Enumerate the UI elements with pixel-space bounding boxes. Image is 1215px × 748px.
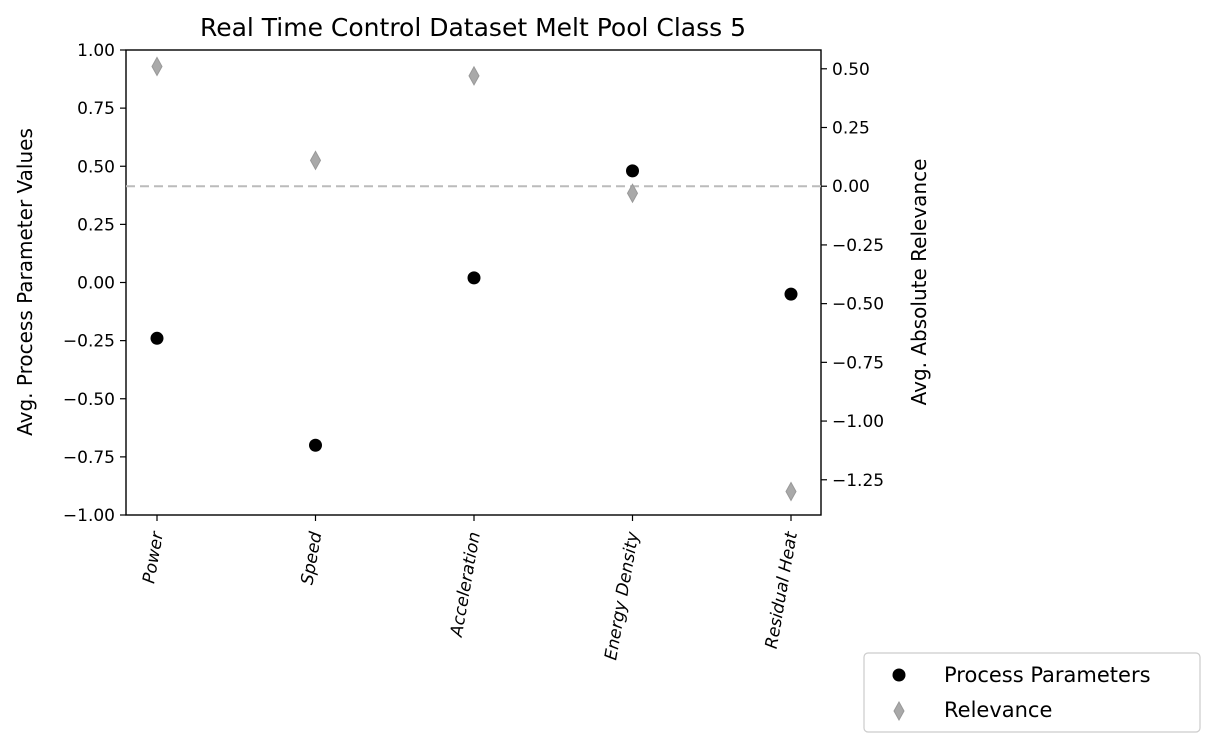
x-tick-label-residual-heat: Residual Heat	[762, 529, 802, 650]
legend-marker-process-parameters	[892, 668, 906, 682]
relevance-point-power	[151, 56, 163, 77]
relevance-point-acceleration	[468, 65, 480, 86]
y-left-tick-label: −0.50	[63, 390, 115, 410]
y-left-tick-label: 0.75	[77, 99, 115, 119]
x-tick-label-power: Power	[139, 529, 168, 585]
y-left-tick-label: 1.00	[77, 41, 115, 61]
process-parameter-point-speed	[309, 438, 322, 452]
y-left-tick-label: 0.00	[77, 274, 115, 294]
y-left-tick-label: 0.50	[77, 157, 115, 177]
relevance-point-residual-heat	[785, 481, 797, 502]
y-left-tick-label: 0.25	[77, 215, 115, 235]
relevance-point-speed	[309, 150, 322, 171]
y-right-tick-label: 0.25	[832, 119, 870, 139]
relevance-point-energy-density	[626, 183, 639, 204]
legend-label-process-parameters: Process Parameters	[944, 663, 1151, 687]
x-tick-label-acceleration: Acceleration	[447, 530, 485, 639]
legend-marker-relevance	[893, 700, 905, 722]
y-axis-right-label: Avg. Absolute Relevance	[907, 159, 931, 406]
x-tick-label-speed: Speed	[297, 530, 326, 586]
y-right-tick-label: −0.75	[832, 353, 884, 373]
legend-box	[863, 652, 1201, 733]
y-left-tick-label: −0.75	[63, 448, 115, 468]
y-right-tick-label: −1.00	[832, 412, 884, 432]
legend: Process Parameters Relevance	[863, 652, 1201, 733]
y-axis-left-label: Avg. Process Parameter Values	[13, 128, 37, 436]
process-parameter-point-residual-heat	[784, 287, 798, 301]
y-left-tick-label: −0.25	[63, 332, 115, 352]
y-right-tick-label: 0.50	[832, 60, 870, 80]
process-parameter-point-power	[150, 331, 164, 345]
legend-label-relevance: Relevance	[944, 698, 1052, 722]
x-tick-label-energy-density: Energy Density	[601, 529, 643, 661]
y-right-tick-label: −0.25	[832, 236, 884, 256]
chart-title: Real Time Control Dataset Melt Pool Clas…	[200, 13, 746, 42]
y-right-tick-label: −1.25	[832, 471, 884, 491]
process-parameter-point-energy-density	[626, 164, 639, 178]
y-right-tick-label: −0.50	[832, 295, 884, 315]
process-parameter-point-acceleration	[467, 271, 481, 285]
y-right-tick-label: 0.00	[832, 177, 870, 197]
y-left-tick-label: −1.00	[63, 506, 115, 526]
